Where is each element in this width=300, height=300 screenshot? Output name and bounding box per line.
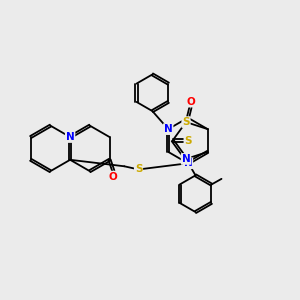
Text: O: O (186, 97, 195, 106)
Text: O: O (109, 172, 118, 182)
Text: S: S (185, 136, 192, 146)
Text: N: N (184, 158, 192, 168)
Text: N: N (66, 132, 74, 142)
Text: S: S (135, 164, 142, 174)
Text: S: S (182, 117, 190, 127)
Text: N: N (164, 124, 172, 134)
Text: N: N (182, 154, 190, 164)
